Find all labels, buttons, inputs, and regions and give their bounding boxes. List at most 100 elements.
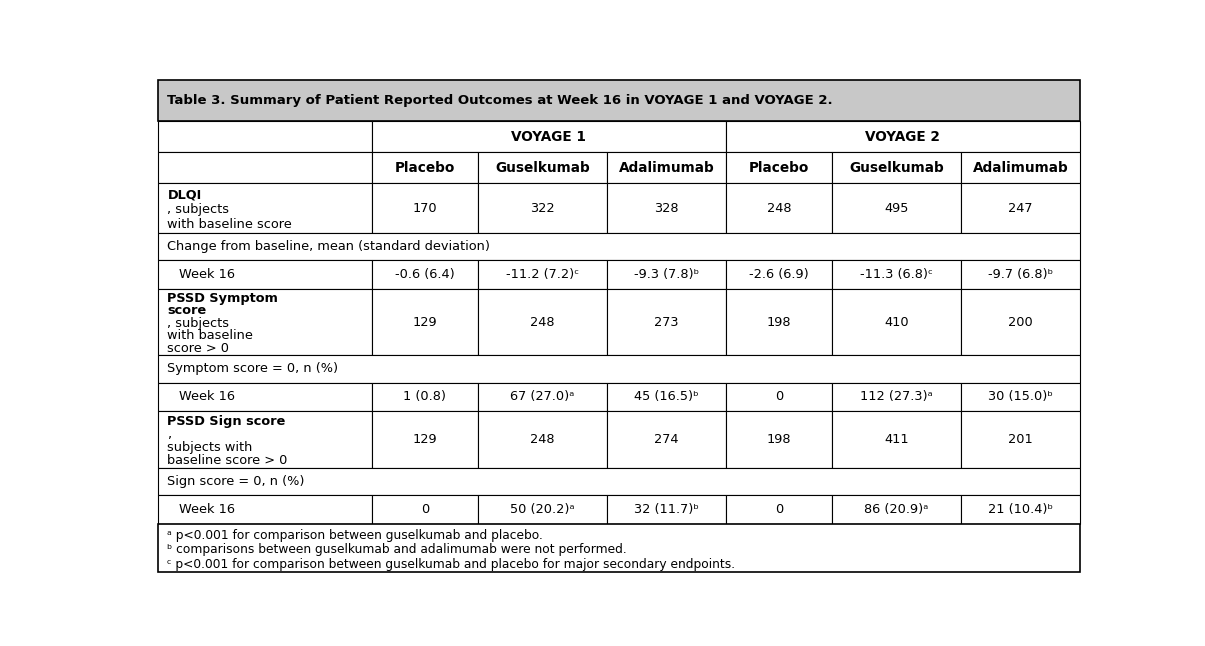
Text: 200: 200 — [1007, 315, 1033, 329]
Bar — [607, 495, 725, 524]
Text: 198: 198 — [766, 433, 790, 446]
Text: Week 16: Week 16 — [178, 390, 235, 404]
Bar — [831, 260, 960, 289]
Text: 273: 273 — [654, 315, 678, 329]
Text: 410: 410 — [884, 315, 909, 329]
Text: 0: 0 — [775, 503, 783, 516]
Text: -0.6 (6.4): -0.6 (6.4) — [395, 268, 454, 281]
Bar — [831, 382, 960, 412]
Bar — [158, 233, 1080, 260]
Text: PSSD Symptom: PSSD Symptom — [167, 291, 278, 305]
Bar — [960, 152, 1080, 183]
Bar — [158, 412, 372, 468]
Text: 30 (15.0)ᵇ: 30 (15.0)ᵇ — [988, 390, 1053, 404]
Text: 32 (11.7)ᵇ: 32 (11.7)ᵇ — [634, 503, 699, 516]
Bar — [372, 412, 477, 468]
Bar — [960, 382, 1080, 412]
Text: Table 3. Summary of Patient Reported Outcomes at Week 16 in VOYAGE 1 and VOYAGE : Table 3. Summary of Patient Reported Out… — [167, 94, 833, 107]
Text: Placebo: Placebo — [748, 161, 809, 175]
Bar — [372, 495, 477, 524]
Bar — [158, 260, 372, 289]
Bar — [725, 183, 831, 233]
Text: Change from baseline, mean (standard deviation): Change from baseline, mean (standard dev… — [167, 240, 490, 253]
Text: 86 (20.9)ᵃ: 86 (20.9)ᵃ — [864, 503, 928, 516]
Text: 170: 170 — [412, 202, 437, 214]
Text: score: score — [167, 304, 207, 317]
Bar — [960, 412, 1080, 468]
Bar — [158, 80, 1080, 121]
Text: 248: 248 — [530, 433, 554, 446]
Text: , subjects: , subjects — [167, 317, 229, 330]
Bar — [607, 260, 725, 289]
Bar — [158, 468, 1080, 495]
Bar — [960, 260, 1080, 289]
Bar — [607, 152, 725, 183]
Text: 274: 274 — [654, 433, 678, 446]
Bar — [158, 495, 372, 524]
Text: 247: 247 — [1009, 202, 1033, 214]
Bar — [960, 289, 1080, 355]
Bar — [725, 152, 831, 183]
Bar — [725, 289, 831, 355]
Bar — [607, 412, 725, 468]
Bar — [831, 412, 960, 468]
Text: 112 (27.3)ᵃ: 112 (27.3)ᵃ — [860, 390, 933, 404]
Text: 248: 248 — [530, 315, 554, 329]
Text: 129: 129 — [412, 315, 437, 329]
Text: 45 (16.5)ᵇ: 45 (16.5)ᵇ — [634, 390, 699, 404]
Bar — [607, 382, 725, 412]
Text: Week 16: Week 16 — [178, 268, 235, 281]
Text: subjects with: subjects with — [167, 441, 253, 454]
Bar — [725, 260, 831, 289]
Bar — [477, 183, 607, 233]
Text: with baseline score: with baseline score — [167, 218, 292, 231]
Bar — [725, 121, 1080, 152]
Bar — [477, 152, 607, 183]
Bar — [158, 524, 1080, 572]
Text: -9.7 (6.8)ᵇ: -9.7 (6.8)ᵇ — [988, 268, 1053, 281]
Text: 411: 411 — [884, 433, 909, 446]
Bar — [725, 382, 831, 412]
Text: Sign score = 0, n (%): Sign score = 0, n (%) — [167, 475, 305, 488]
Bar — [960, 183, 1080, 233]
Text: -11.3 (6.8)ᶜ: -11.3 (6.8)ᶜ — [860, 268, 933, 281]
Text: Guselkumab: Guselkumab — [848, 161, 944, 175]
Bar — [158, 183, 372, 233]
Bar — [477, 382, 607, 412]
Bar — [960, 495, 1080, 524]
Text: baseline score > 0: baseline score > 0 — [167, 454, 288, 467]
Bar — [831, 289, 960, 355]
Text: 0: 0 — [421, 503, 429, 516]
Text: 1 (0.8): 1 (0.8) — [404, 390, 446, 404]
Text: 129: 129 — [412, 433, 437, 446]
Text: 21 (10.4)ᵇ: 21 (10.4)ᵇ — [988, 503, 1053, 516]
Bar — [477, 289, 607, 355]
Text: 198: 198 — [766, 315, 790, 329]
Bar — [158, 382, 372, 412]
Bar — [372, 289, 477, 355]
Text: 50 (20.2)ᵃ: 50 (20.2)ᵃ — [510, 503, 575, 516]
Bar — [477, 260, 607, 289]
Text: DLQI: DLQI — [167, 188, 201, 201]
Bar — [372, 152, 477, 183]
Text: ᵃ p<0.001 for comparison between guselkumab and placebo.: ᵃ p<0.001 for comparison between guselku… — [167, 528, 543, 541]
Bar — [158, 152, 372, 183]
Text: ,: , — [167, 428, 171, 441]
Text: Adalimumab: Adalimumab — [972, 161, 1068, 175]
Bar — [372, 260, 477, 289]
Text: with baseline: with baseline — [167, 329, 253, 342]
Text: Week 16: Week 16 — [178, 503, 235, 516]
Bar — [725, 495, 831, 524]
Bar — [607, 183, 725, 233]
Bar — [372, 183, 477, 233]
Bar — [831, 152, 960, 183]
Text: 495: 495 — [884, 202, 909, 214]
Text: 322: 322 — [530, 202, 554, 214]
Text: PSSD Sign score: PSSD Sign score — [167, 415, 286, 428]
Text: 248: 248 — [766, 202, 790, 214]
Bar — [372, 382, 477, 412]
Text: 0: 0 — [775, 390, 783, 404]
Bar — [477, 412, 607, 468]
Text: 201: 201 — [1007, 433, 1033, 446]
Bar — [831, 495, 960, 524]
